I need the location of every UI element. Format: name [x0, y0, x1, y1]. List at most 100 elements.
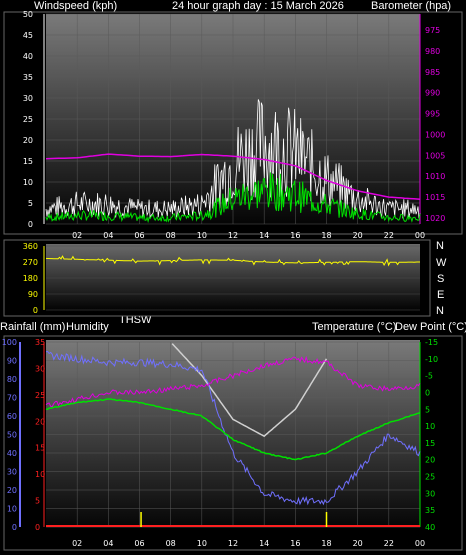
wind-tick-label: 0 [28, 220, 33, 229]
x-tick-label: 18 [321, 539, 331, 548]
barometer-tick-label: 995 [425, 110, 440, 119]
x-tick-label: 22 [384, 539, 394, 548]
direction-tick-label: 270 [23, 258, 38, 267]
barometer-axis-title: Barometer (hpa) [371, 0, 452, 12]
x-tick-label: 14 [259, 231, 269, 240]
x-tick-label: 12 [228, 231, 238, 240]
chart-title: 24 hour graph day : 15 March 2026 [172, 0, 344, 12]
compass-n-bottom: N [436, 305, 444, 317]
barometer-tick-label: 1015 [425, 193, 445, 202]
x-tick-label: 10 [197, 539, 207, 548]
humidity-tick-label: 90 [7, 357, 17, 366]
barometer-tick-label: 1000 [425, 130, 445, 139]
direction-tick-label: 360 [23, 242, 38, 251]
wind-tick-label: 40 [23, 52, 33, 61]
direction-tick-label: 90 [28, 290, 38, 299]
wind-tick-label: 20 [23, 136, 33, 145]
humidity-axis-title: Humidity [66, 321, 109, 333]
humidity-tick-label: 40 [7, 449, 17, 458]
x-tick-label: 20 [353, 231, 363, 240]
x-tick-label: 16 [290, 539, 300, 548]
x-tick-label: 16 [290, 231, 300, 240]
wind-direction-series [45, 255, 420, 267]
humidity-tick-label: 50 [7, 431, 17, 440]
rainfall-tick-label: 20 [35, 417, 45, 426]
barometer-tick-label: 980 [425, 47, 440, 56]
barometer-tick-label: 985 [425, 68, 440, 77]
wind-tick-label: 45 [23, 31, 33, 40]
humidity-series [45, 350, 421, 506]
x-tick-label: 06 [134, 231, 144, 240]
rainfall-tick-label: 5 [35, 497, 40, 506]
temperature-series [45, 398, 421, 461]
temperature-tick-label: -10 [425, 355, 438, 364]
bottom-panel-frame [3, 335, 463, 551]
temperature-tick-label: 15 [425, 439, 435, 448]
wind-tick-label: 30 [23, 94, 33, 103]
x-tick-label: 08 [166, 539, 176, 548]
rainfall-tick-label: 30 [35, 364, 45, 373]
middle-panel-frame [3, 239, 431, 317]
humidity-tick-label: 60 [7, 412, 17, 421]
temperature-tick-label: 40 [425, 523, 435, 532]
rainfall-tick-label: 15 [35, 444, 45, 453]
x-tick-label: 00 [415, 231, 425, 240]
barometer-tick-label: 1020 [425, 214, 445, 223]
compass-e: E [437, 289, 445, 301]
rainfall-tick-label: 25 [35, 391, 45, 400]
barometer-tick-label: 1005 [425, 151, 445, 160]
temperature-tick-label: 5 [425, 405, 430, 414]
barometer-tick-label: 975 [425, 26, 440, 35]
wind-tick-label: 5 [28, 199, 33, 208]
thsw-label: THSW [119, 314, 152, 326]
dew-point-axis-title: Dew Point (°C) [395, 321, 466, 333]
x-tick-label: 18 [321, 231, 331, 240]
barometer-tick-label: 990 [425, 89, 440, 98]
humidity-tick-label: 20 [7, 486, 17, 495]
wind-average-series [45, 172, 421, 224]
temperature-tick-label: -5 [425, 372, 433, 381]
wind-tick-label: 50 [23, 10, 33, 19]
x-tick-label: 04 [103, 539, 113, 548]
wind-tick-label: 35 [23, 73, 33, 82]
humidity-tick-label: 10 [7, 505, 17, 514]
temperature-tick-label: 10 [425, 422, 435, 431]
humidity-tick-label: 70 [7, 394, 17, 403]
thsw-series [171, 343, 328, 438]
x-tick-label: 20 [353, 539, 363, 548]
humidity-tick-label: 100 [2, 338, 17, 347]
barometer-series [45, 153, 421, 200]
rainfall-tick-label: 0 [35, 523, 40, 532]
x-tick-label: 00 [415, 539, 425, 548]
x-tick-label: 10 [197, 231, 207, 240]
rainfall-tick-label: 10 [35, 470, 45, 479]
x-tick-label: 02 [72, 539, 82, 548]
top-panel-frame [3, 11, 463, 235]
direction-tick-label: 0 [33, 306, 38, 315]
temperature-axis-title: Temperature (°C) [312, 321, 397, 333]
x-tick-label: 08 [166, 231, 176, 240]
x-tick-label: 04 [103, 231, 113, 240]
barometer-tick-label: 1010 [425, 172, 445, 181]
rainfall-axis-title: Rainfall (mm) [0, 321, 66, 333]
temperature-tick-label: 20 [425, 456, 435, 465]
temperature-tick-label: 30 [425, 489, 435, 498]
wind-gust-series [45, 99, 421, 219]
x-tick-label: 02 [72, 231, 82, 240]
temperature-tick-label: 0 [425, 388, 430, 397]
x-tick-label: 22 [384, 231, 394, 240]
compass-s: S [437, 273, 445, 285]
windspeed-axis-title: Windspeed (kph) [34, 0, 118, 12]
humidity-tick-label: 30 [7, 468, 17, 477]
temperature-tick-label: 35 [425, 506, 435, 515]
wind-tick-label: 10 [23, 178, 33, 187]
x-tick-label: 12 [228, 539, 238, 548]
humidity-tick-label: 0 [12, 523, 17, 532]
compass-n-top: N [436, 240, 444, 252]
direction-tick-label: 180 [23, 274, 38, 283]
x-tick-label: 14 [259, 539, 269, 548]
x-tick-label: 06 [134, 539, 144, 548]
wind-tick-label: 15 [23, 157, 33, 166]
wind-tick-label: 25 [23, 115, 33, 124]
